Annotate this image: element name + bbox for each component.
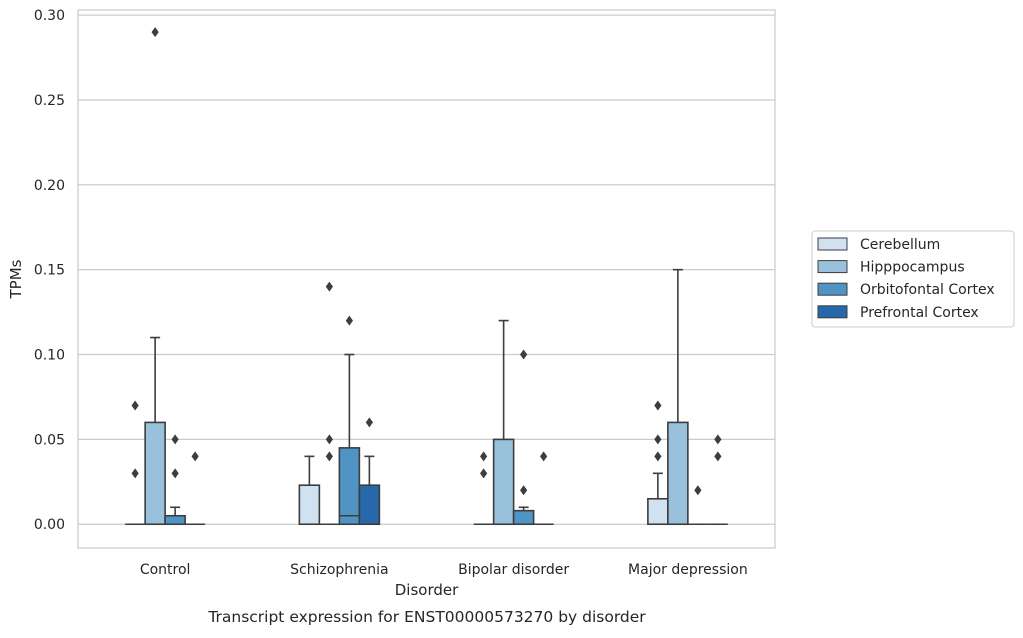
box xyxy=(164,514,186,526)
box xyxy=(492,438,515,526)
box xyxy=(144,421,166,526)
outlier-point xyxy=(520,349,528,360)
box xyxy=(512,509,535,526)
x-tick-labels: Control Schizophrenia Bipolar disorder Majo… xyxy=(140,562,748,578)
outlier-point xyxy=(325,434,333,445)
outlier-point xyxy=(131,400,139,411)
box xyxy=(338,447,361,526)
x-tick-label: Control xyxy=(140,562,191,578)
x-tick-label: Bipolar disorder xyxy=(458,562,569,578)
box xyxy=(667,421,689,526)
legend-label: Orbitofontal Cortex xyxy=(860,282,995,298)
y-tick-label: 0.10 xyxy=(34,348,65,364)
outlier-point xyxy=(365,417,373,428)
box xyxy=(358,484,381,526)
outlier-point xyxy=(325,281,333,292)
y-tick-label: 0.15 xyxy=(34,263,65,279)
outlier-point xyxy=(191,451,199,462)
legend-swatch xyxy=(817,282,848,296)
outlier-point xyxy=(171,468,179,479)
legend-frame xyxy=(811,230,1015,328)
x-tick-label: Schizophrenia xyxy=(290,562,388,578)
legend: Cerebellum Hipppocampus Orbitofontal Corte… xyxy=(811,230,1015,328)
outlier-point xyxy=(171,434,179,445)
legend-swatch xyxy=(817,237,848,251)
y-tick-label: 0.20 xyxy=(34,178,65,194)
legend-swatch xyxy=(817,260,848,274)
outlier-point xyxy=(480,451,488,462)
outlier-point xyxy=(151,27,159,38)
outlier-point xyxy=(131,468,139,479)
y-tick-label: 0.30 xyxy=(34,8,65,24)
outlier-point xyxy=(714,451,722,462)
plot-frame xyxy=(77,9,776,549)
legend-label: Prefrontal Cortex xyxy=(860,305,979,321)
box xyxy=(647,497,669,526)
y-tick-label: 0.00 xyxy=(34,517,65,533)
outlier-point xyxy=(654,434,662,445)
legend-swatch xyxy=(817,305,848,319)
box-series xyxy=(125,27,728,526)
outlier-point xyxy=(325,451,333,462)
outlier-point xyxy=(480,468,488,479)
chart-caption: Transcript expression for ENST0000057327… xyxy=(207,608,646,626)
x-tick-label: Major depression xyxy=(628,562,748,578)
legend-label: Hipppocampus xyxy=(860,260,965,276)
y-tick-label: 0.05 xyxy=(34,432,65,448)
outlier-point xyxy=(714,434,722,445)
outlier-point xyxy=(654,451,662,462)
legend-label: Cerebellum xyxy=(860,237,940,253)
outlier-point xyxy=(654,400,662,411)
series-group xyxy=(164,315,708,526)
box xyxy=(298,484,321,526)
x-axis-label: Disorder xyxy=(395,581,459,599)
outlier-point xyxy=(345,315,353,326)
series-group xyxy=(144,27,689,526)
y-tick-label: 0.25 xyxy=(34,93,65,109)
outlier-point xyxy=(520,485,528,496)
outlier-point xyxy=(694,485,702,496)
series-group xyxy=(185,417,728,526)
y-axis-label: TPMs xyxy=(7,259,25,299)
y-tick-labels: 0.00 0.05 0.10 0.15 0.20 0.25 0.30 xyxy=(34,8,65,533)
outlier-point xyxy=(540,451,548,462)
